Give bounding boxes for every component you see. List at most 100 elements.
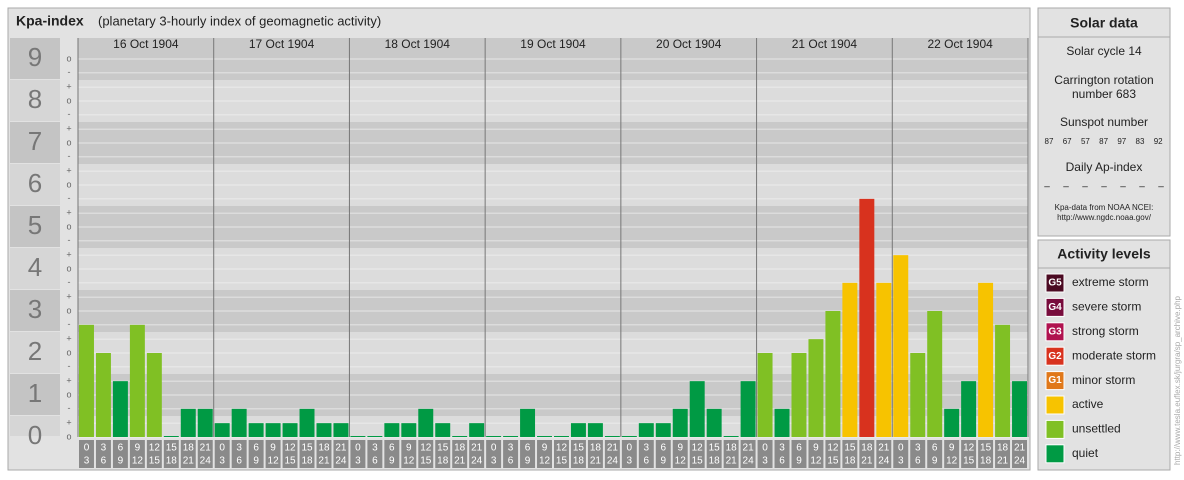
hour-label: 21 bbox=[878, 443, 890, 454]
hour-label: 15 bbox=[149, 456, 161, 467]
hour-label: 6 bbox=[525, 443, 531, 454]
hour-label: 9 bbox=[118, 456, 124, 467]
hour-label: 9 bbox=[270, 443, 276, 454]
bar bbox=[757, 353, 773, 437]
hour-label: 0 bbox=[491, 443, 497, 454]
legend-badge: G4 bbox=[1048, 302, 1062, 313]
hour-box bbox=[95, 440, 111, 468]
legend-label: extreme storm bbox=[1072, 275, 1149, 289]
solar-panel bbox=[1037, 7, 1171, 237]
minor-tick-label: - bbox=[68, 235, 71, 245]
bar bbox=[723, 436, 739, 437]
bar bbox=[740, 381, 756, 437]
bar bbox=[435, 423, 451, 437]
band-label-bg bbox=[10, 290, 60, 331]
hour-box bbox=[859, 440, 875, 468]
bar bbox=[384, 423, 400, 437]
title: Kpa-index bbox=[16, 13, 84, 29]
ap-value: – bbox=[1044, 182, 1050, 193]
legend-badge: G2 bbox=[1048, 351, 1062, 362]
hour-label: 12 bbox=[403, 456, 415, 467]
hour-box bbox=[893, 440, 909, 468]
band-label-bg bbox=[10, 122, 60, 163]
band-label-bg bbox=[10, 416, 60, 436]
bar bbox=[282, 423, 298, 437]
hour-label: 12 bbox=[827, 443, 839, 454]
bar bbox=[655, 423, 671, 437]
y-tick-label: 7 bbox=[28, 126, 42, 156]
hour-box bbox=[418, 440, 434, 468]
hour-label: 21 bbox=[1014, 443, 1026, 454]
minor-tick-label: o bbox=[66, 95, 71, 105]
hour-label: 15 bbox=[573, 443, 585, 454]
hour-label: 9 bbox=[389, 456, 395, 467]
hour-label: 12 bbox=[539, 456, 551, 467]
bar bbox=[95, 353, 111, 437]
bar bbox=[401, 423, 417, 437]
minor-tick-label: o bbox=[66, 389, 71, 399]
hour-label: 9 bbox=[253, 456, 259, 467]
hour-label: 18 bbox=[437, 456, 449, 467]
hour-label: 15 bbox=[420, 456, 432, 467]
hour-box bbox=[486, 440, 502, 468]
hour-label: 24 bbox=[607, 456, 619, 467]
hour-box bbox=[316, 440, 332, 468]
cycle: Solar cycle 14 bbox=[1066, 44, 1142, 58]
bar bbox=[112, 381, 128, 437]
hour-label: 24 bbox=[471, 456, 483, 467]
bar bbox=[554, 436, 569, 437]
hour-box bbox=[978, 440, 994, 468]
legend-label: moderate storm bbox=[1072, 348, 1156, 362]
band bbox=[78, 416, 1028, 437]
hour-label: 24 bbox=[878, 456, 890, 467]
ap-title: Daily Ap-index bbox=[1066, 160, 1143, 174]
carrington: number 683 bbox=[1072, 87, 1136, 101]
hour-box bbox=[672, 440, 688, 468]
hour-box bbox=[842, 440, 858, 468]
hour-box bbox=[384, 440, 400, 468]
minor-tick-label: - bbox=[68, 67, 71, 77]
minor-tick-label: - bbox=[68, 193, 71, 203]
hour-box bbox=[112, 440, 128, 468]
hour-label: 15 bbox=[301, 443, 313, 454]
bar bbox=[621, 436, 637, 437]
hour-box bbox=[927, 440, 943, 468]
legend-swatch bbox=[1045, 419, 1065, 439]
ap-value: – bbox=[1120, 182, 1126, 193]
bar bbox=[163, 436, 179, 437]
hour-label: 3 bbox=[491, 456, 497, 467]
bar bbox=[638, 423, 654, 437]
band-label-bg bbox=[10, 38, 60, 79]
hour-box bbox=[740, 440, 756, 468]
ap-value: – bbox=[1158, 182, 1164, 193]
hour-label: 3 bbox=[236, 443, 242, 454]
hour-label: 6 bbox=[915, 456, 921, 467]
minor-tick-label: o bbox=[66, 305, 71, 315]
bar bbox=[503, 436, 519, 437]
minor-tick-label: o bbox=[66, 221, 71, 231]
bar bbox=[876, 282, 892, 437]
minor-tick-label: + bbox=[66, 376, 71, 386]
hour-box bbox=[910, 440, 926, 468]
hour-box bbox=[469, 440, 485, 468]
legend-swatch bbox=[1045, 395, 1065, 415]
hour-label: 6 bbox=[372, 456, 378, 467]
band-label-bg bbox=[10, 332, 60, 373]
hour-box bbox=[825, 440, 841, 468]
hour-box bbox=[706, 440, 722, 468]
bar bbox=[333, 423, 349, 437]
legend-badge: G1 bbox=[1048, 375, 1062, 386]
hour-box bbox=[163, 440, 179, 468]
day-label: 18 Oct 1904 bbox=[385, 37, 451, 51]
hour-label: 9 bbox=[796, 456, 802, 467]
hour-label: 21 bbox=[454, 456, 466, 467]
hour-box bbox=[655, 440, 671, 468]
hour-label: 3 bbox=[644, 443, 650, 454]
sunspot-value: 83 bbox=[1136, 137, 1145, 146]
bar bbox=[791, 353, 807, 437]
hour-label: 15 bbox=[692, 456, 704, 467]
bar bbox=[978, 282, 994, 437]
hour-label: 18 bbox=[844, 456, 856, 467]
bar bbox=[825, 311, 841, 437]
hour-label: 21 bbox=[471, 443, 483, 454]
